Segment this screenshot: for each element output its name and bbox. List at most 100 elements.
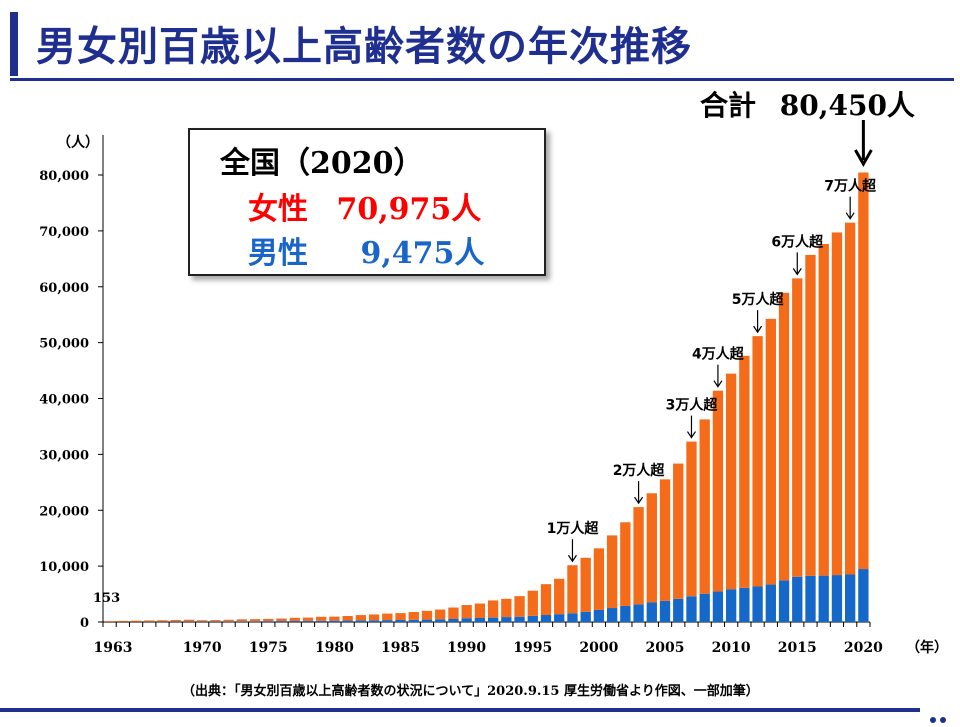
footer-dots xyxy=(930,708,950,727)
bar-male xyxy=(845,575,855,622)
y-tick-label: 40,000 xyxy=(39,393,89,408)
bar-male xyxy=(475,618,485,622)
bar-female xyxy=(726,374,736,590)
bar-male xyxy=(819,576,829,622)
y-tick-label: 70,000 xyxy=(39,225,89,240)
bar-female xyxy=(766,319,776,585)
bar-male xyxy=(342,621,352,622)
x-tick-label: 1970 xyxy=(183,640,222,656)
bar-female xyxy=(435,610,445,620)
bar-female xyxy=(342,616,352,621)
bar-female xyxy=(395,613,405,620)
footer-line xyxy=(0,708,920,712)
bar-male xyxy=(250,621,260,622)
x-tick-label: 1980 xyxy=(315,640,354,656)
bar-male xyxy=(673,599,683,622)
bar-female xyxy=(223,620,233,622)
bar-female xyxy=(448,608,458,619)
bar-female xyxy=(594,548,604,610)
x-tick-label: 1995 xyxy=(513,640,552,656)
bar-male xyxy=(409,620,419,622)
summary-region: 全国（2020） xyxy=(220,138,424,182)
y-unit-label: （人） xyxy=(57,134,99,151)
bar-female xyxy=(475,604,485,618)
bar-female xyxy=(660,479,670,601)
annotation-label: 1万人超 xyxy=(547,520,600,537)
bar-female xyxy=(700,419,710,593)
bar-male xyxy=(422,620,432,622)
bar-female xyxy=(131,621,141,622)
bar-female xyxy=(858,172,868,569)
bar-female xyxy=(276,619,286,622)
bar-female xyxy=(237,619,247,621)
bar-male xyxy=(700,594,710,622)
bar-male xyxy=(462,618,472,622)
y-tick-label: 10,000 xyxy=(39,560,89,575)
bar-female xyxy=(184,620,194,622)
x-unit-label: （年） xyxy=(906,639,948,656)
x-tick-label: 1975 xyxy=(249,640,288,656)
bar-female xyxy=(488,600,498,617)
bar-male xyxy=(660,601,670,622)
bar-female xyxy=(250,619,260,621)
bar-male xyxy=(581,612,591,622)
bar-female xyxy=(541,584,551,615)
bar-male xyxy=(237,621,247,622)
summary-male-label: 男性 xyxy=(248,236,308,271)
bar-male xyxy=(290,621,300,622)
bar-female xyxy=(197,620,207,621)
bar-female xyxy=(528,591,538,616)
bar-male xyxy=(541,615,551,622)
bar-female xyxy=(581,558,591,612)
y-tick-label: 20,000 xyxy=(39,504,89,519)
summary-region-close: ） xyxy=(394,146,424,181)
source-note: （出典：「男女別百歳以上高齢者数の状況について」2020.9.15 厚生労働省よ… xyxy=(182,680,759,699)
bar-female xyxy=(409,612,419,620)
bar-male xyxy=(686,596,696,622)
bar-female xyxy=(713,391,723,592)
bar-male xyxy=(316,621,326,622)
bar-female xyxy=(805,255,815,576)
x-tick-label: 2005 xyxy=(646,640,685,656)
bar-female xyxy=(673,464,683,599)
y-tick-label: 80,000 xyxy=(39,169,89,184)
bar-male xyxy=(501,617,511,622)
bar-male xyxy=(356,620,366,622)
bar-female xyxy=(514,596,524,617)
summary-female-label: 女性 xyxy=(248,192,308,227)
bar-male xyxy=(607,608,617,622)
bar-female xyxy=(462,605,472,618)
x-tick-label: 2020 xyxy=(844,640,883,656)
bar-male xyxy=(620,606,630,622)
bar-male xyxy=(792,577,802,622)
bar-female xyxy=(819,244,829,576)
bar-female xyxy=(686,442,696,597)
bar-female xyxy=(263,619,273,621)
bar-male xyxy=(395,620,405,622)
bar-female xyxy=(356,615,366,620)
annotation-label: 6万人超 xyxy=(771,233,824,250)
bar-male xyxy=(369,620,379,622)
bar-male xyxy=(276,621,286,622)
bar-female xyxy=(607,535,617,608)
annotation-label: 3万人超 xyxy=(666,397,719,414)
bar-male xyxy=(448,619,458,622)
bar-female xyxy=(752,336,762,586)
bar-male xyxy=(382,620,392,622)
summary-year: 2020 xyxy=(310,146,394,181)
y-tick-label: 0 xyxy=(80,616,89,631)
bar-female xyxy=(792,278,802,576)
bar-male xyxy=(554,614,564,622)
bar-female xyxy=(171,620,181,622)
bar-female xyxy=(316,617,326,621)
annotation-label: 4万人超 xyxy=(692,346,745,363)
bar-male xyxy=(832,575,842,622)
bar-female xyxy=(303,618,313,621)
bar-male xyxy=(488,618,498,622)
annotation-label: 7万人超 xyxy=(824,178,877,195)
bar-male xyxy=(263,621,273,622)
bar-female xyxy=(157,620,167,621)
bar-female xyxy=(290,618,300,621)
bar-male xyxy=(197,621,207,622)
x-tick-label: 1985 xyxy=(381,640,420,656)
